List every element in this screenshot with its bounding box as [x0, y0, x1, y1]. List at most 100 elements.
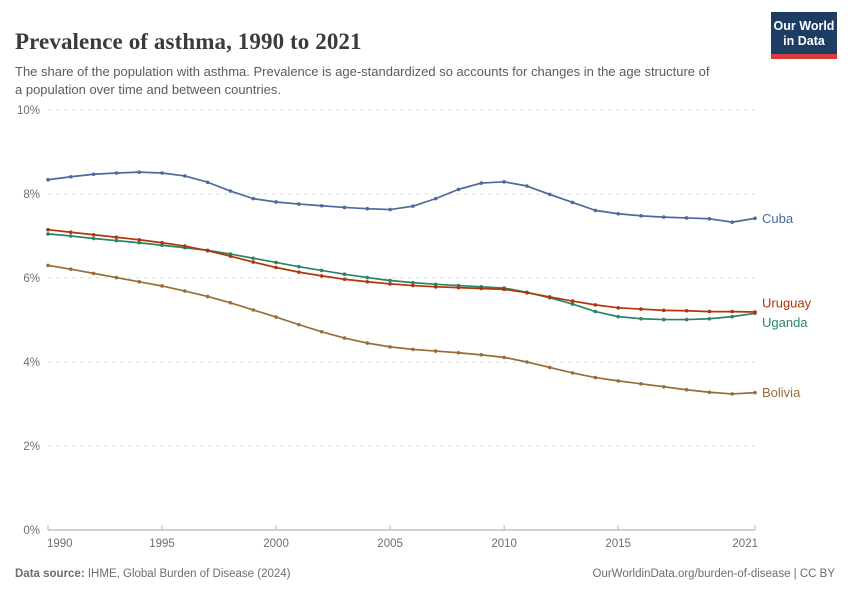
data-point-bolivia — [456, 350, 461, 355]
data-point-bolivia — [684, 387, 689, 392]
data-point-uruguay — [411, 283, 415, 288]
data-point-bolivia — [114, 275, 119, 280]
data-point-bolivia — [479, 353, 484, 357]
data-point-bolivia — [228, 300, 233, 305]
data-point-bolivia — [411, 347, 415, 352]
line-uganda[interactable] — [47, 233, 756, 321]
data-point-bolivia — [251, 308, 256, 312]
data-point-uganda — [251, 256, 256, 261]
data-point-uruguay — [525, 290, 529, 295]
y-tick-label: 10% — [17, 105, 40, 117]
x-tick-label: 2010 — [491, 538, 517, 550]
y-tick-label: 8% — [23, 189, 40, 201]
data-point-cuba — [684, 216, 689, 220]
data-point-uganda — [365, 275, 370, 280]
data-point-uganda — [388, 278, 392, 283]
series-label-cuba[interactable]: Cuba — [762, 211, 794, 226]
data-point-uganda — [661, 317, 666, 322]
x-tick-label: 2005 — [377, 538, 403, 550]
data-point-uganda — [593, 309, 598, 314]
data-point-uruguay — [593, 303, 598, 307]
x-tick-label: 2000 — [263, 538, 289, 550]
data-point-cuba — [433, 196, 438, 201]
data-point-bolivia — [365, 341, 370, 345]
data-point-cuba — [616, 211, 620, 216]
data-source: Data source: IHME, Global Burden of Dise… — [15, 568, 291, 580]
data-point-uganda — [114, 238, 119, 243]
data-point-uruguay — [91, 232, 96, 237]
series-label-uganda[interactable]: Uganda — [762, 315, 808, 330]
y-tick-label: 4% — [23, 357, 40, 369]
data-point-cuba — [502, 180, 506, 184]
data-point-cuba — [525, 184, 529, 188]
data-point-uruguay — [388, 282, 392, 286]
data-point-bolivia — [46, 263, 50, 268]
data-point-uruguay — [730, 309, 734, 314]
data-point-uruguay — [297, 270, 301, 274]
data-point-cuba — [205, 180, 210, 185]
data-point-uruguay — [274, 265, 278, 270]
data-point-bolivia — [137, 279, 142, 284]
y-tick-label: 6% — [23, 273, 40, 285]
data-point-cuba — [639, 214, 643, 218]
data-point-cuba — [69, 174, 73, 179]
owid-logo-text: Our World in Data — [773, 19, 835, 48]
data-point-uruguay — [502, 287, 506, 292]
data-point-uganda — [342, 272, 347, 277]
data-point-uganda — [707, 316, 712, 321]
data-point-bolivia — [661, 384, 666, 389]
data-point-cuba — [730, 220, 734, 224]
data-point-uruguay — [160, 240, 164, 245]
data-point-cuba — [91, 172, 96, 177]
data-point-bolivia — [730, 392, 734, 396]
data-point-uruguay — [342, 277, 347, 282]
data-point-cuba — [479, 181, 484, 185]
license-label: | CC BY — [790, 568, 835, 580]
data-point-bolivia — [319, 329, 324, 334]
series-label-uruguay[interactable]: Uruguay — [762, 296, 812, 311]
data-point-cuba — [297, 202, 301, 206]
data-point-uganda — [160, 243, 164, 248]
data-point-bolivia — [616, 379, 620, 383]
data-point-bolivia — [639, 382, 643, 386]
data-point-bolivia — [525, 360, 529, 364]
data-point-uruguay — [251, 260, 256, 264]
data-point-uruguay — [707, 309, 712, 314]
data-point-uruguay — [433, 285, 438, 289]
data-point-uganda — [69, 234, 73, 238]
page-title: Prevalence of asthma, 1990 to 2021 — [15, 29, 362, 55]
data-point-uganda — [411, 280, 415, 285]
data-point-uganda — [684, 317, 689, 322]
data-point-uruguay — [205, 248, 210, 253]
line-cuba[interactable] — [47, 171, 756, 223]
data-point-uganda — [616, 314, 620, 319]
data-point-cuba — [388, 207, 392, 212]
data-point-uruguay — [547, 295, 552, 299]
data-point-uganda — [433, 282, 438, 287]
x-tick-label: 1995 — [149, 538, 175, 550]
data-point-uruguay — [319, 274, 324, 278]
data-point-cuba — [114, 171, 119, 175]
data-point-uganda — [137, 240, 142, 245]
data-point-uganda — [639, 316, 643, 321]
data-point-bolivia — [707, 390, 712, 395]
line-bolivia[interactable] — [47, 264, 756, 395]
data-point-bolivia — [502, 355, 506, 360]
series-label-bolivia[interactable]: Bolivia — [762, 385, 801, 400]
data-point-bolivia — [160, 284, 164, 288]
data-point-bolivia — [297, 322, 301, 327]
x-tick-label: 2015 — [605, 538, 631, 550]
data-point-bolivia — [547, 365, 552, 370]
line-uruguay[interactable] — [47, 228, 756, 313]
data-point-cuba — [228, 189, 233, 193]
owid-link[interactable]: OurWorldinData.org/burden-of-disease — [592, 568, 791, 580]
data-point-bolivia — [91, 271, 96, 276]
data-point-cuba — [570, 200, 575, 205]
data-point-bolivia — [183, 289, 187, 293]
owid-logo[interactable]: Our World in Data — [771, 12, 837, 59]
y-tick-label: 2% — [23, 441, 40, 453]
data-point-cuba — [707, 216, 712, 221]
data-point-uruguay — [183, 244, 187, 248]
y-tick-label: 0% — [23, 525, 40, 537]
